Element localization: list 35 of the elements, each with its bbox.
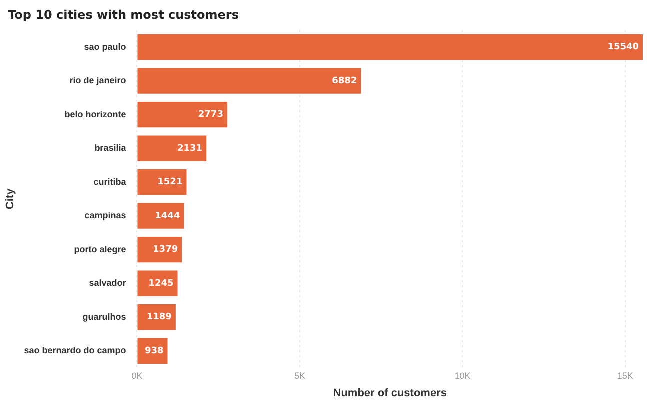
y-tick-label: belo horizonte	[64, 109, 126, 120]
chart-title: Top 10 cities with most customers	[8, 8, 239, 22]
data-label: 1521	[158, 178, 183, 188]
data-label: 938	[144, 346, 164, 356]
data-label: 1379	[153, 245, 178, 256]
data-label: 1444	[155, 211, 180, 222]
y-tick-label: rio de janeiro	[70, 76, 127, 86]
y-tick-label: sao bernardo do campo	[24, 346, 127, 356]
x-tick-label: 10K	[454, 370, 471, 381]
y-tick-label: sao paulo	[84, 42, 127, 52]
data-label: 1245	[148, 278, 174, 289]
x-axis-title: Number of customers	[333, 387, 447, 400]
bar	[138, 102, 228, 128]
bar	[138, 203, 184, 229]
bar	[138, 237, 182, 263]
data-label: 15540	[608, 42, 639, 53]
bar	[138, 34, 643, 60]
data-label: 6882	[332, 76, 358, 86]
data-label: 1189	[146, 312, 172, 323]
x-tick-label: 5K	[294, 370, 306, 381]
bar	[138, 270, 178, 296]
y-tick-label: brasilia	[94, 143, 128, 154]
bar	[138, 136, 207, 162]
bar	[138, 169, 187, 196]
data-label: 2131	[178, 144, 203, 154]
y-tick-label: porto alegre	[74, 244, 126, 254]
y-tick-label: guarulhos	[82, 312, 126, 322]
bar	[138, 68, 362, 94]
y-tick-label: salvador	[89, 278, 127, 288]
x-tick-label: 0K	[132, 370, 143, 381]
y-tick-label: curitiba	[94, 176, 128, 187]
y-axis-title: City	[4, 188, 17, 210]
data-label: 2773	[198, 110, 224, 120]
x-tick-label: 15K	[617, 370, 634, 381]
y-tick-label: campinas	[84, 210, 126, 221]
